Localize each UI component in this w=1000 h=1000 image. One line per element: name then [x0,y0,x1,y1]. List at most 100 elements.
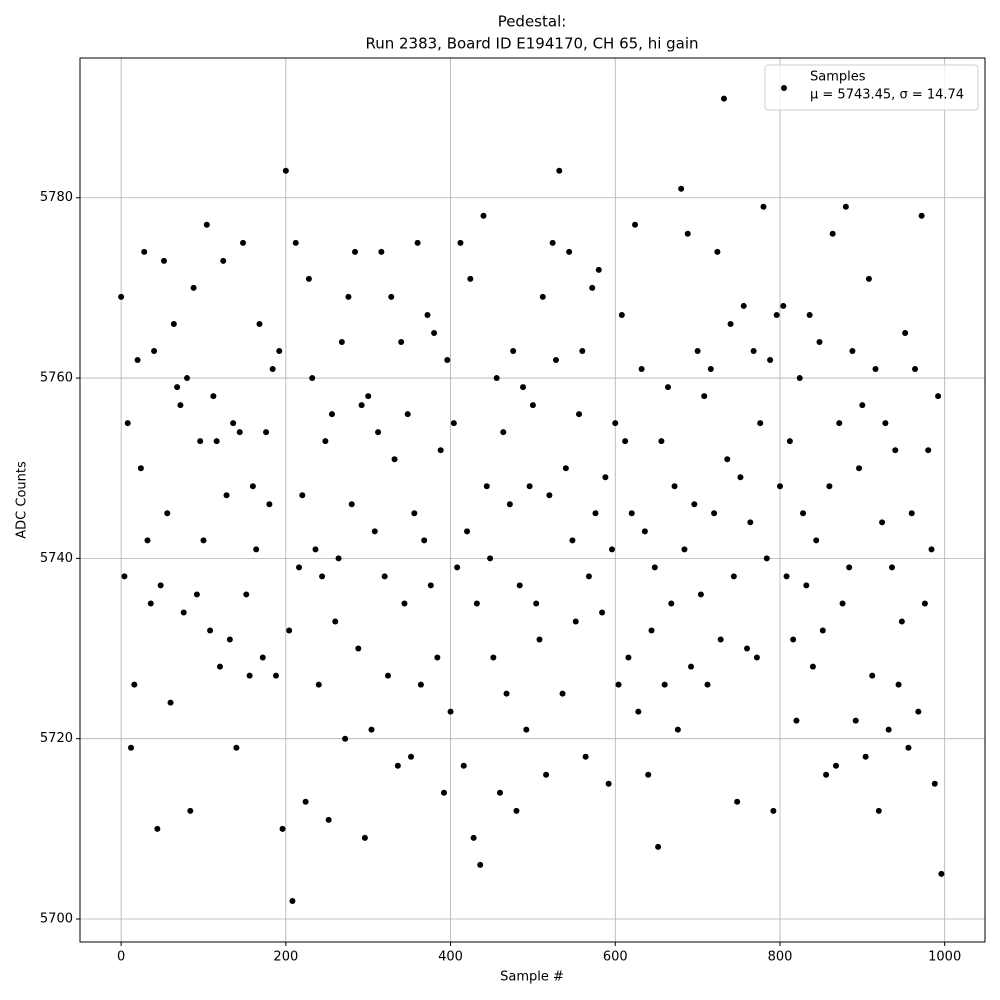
point [338,338,345,345]
point [213,438,220,445]
point [931,780,938,787]
point [118,293,125,300]
point [305,275,312,282]
point [190,284,197,291]
point [618,311,625,318]
point [928,546,935,553]
point [701,393,708,400]
point [322,438,329,445]
point [589,284,596,291]
point [187,807,194,814]
point [793,717,800,724]
point [872,366,879,373]
point [885,726,892,733]
point [829,230,836,237]
point [664,384,671,391]
point [569,537,576,544]
point [325,816,332,823]
point [272,672,279,679]
point [760,203,767,210]
y-tick-label: 5760 [40,371,73,386]
point [638,366,645,373]
point [674,726,681,733]
point [361,834,368,841]
point [348,501,355,508]
point [345,293,352,300]
point [197,438,204,445]
point [137,465,144,472]
point [572,618,579,625]
point [450,420,457,427]
point [562,465,569,472]
x-tick-label: 800 [768,950,793,965]
point [711,510,718,517]
point [401,600,408,607]
point [243,591,250,598]
point [740,302,747,309]
x-axis-label: Sample # [500,970,564,985]
point [457,239,464,246]
point [233,744,240,751]
point [480,212,487,219]
point [371,528,378,535]
point [875,807,882,814]
point [935,393,942,400]
point [391,456,398,463]
point [852,717,859,724]
point [157,582,164,589]
point [846,564,853,571]
point [757,420,764,427]
point [724,456,731,463]
point [236,429,243,436]
point [694,348,701,355]
point [141,248,148,255]
point [800,510,807,517]
point [368,726,375,733]
point [536,636,543,643]
point [602,474,609,481]
point [707,366,714,373]
point [493,375,500,382]
point [750,348,757,355]
point [131,681,138,688]
point [615,681,622,688]
point [780,302,787,309]
x-tick-label: 200 [273,950,298,965]
point [625,654,632,661]
point [266,501,273,508]
point [678,185,685,192]
point [259,654,266,661]
point [905,744,912,751]
point [806,311,813,318]
point [826,483,833,490]
legend-box [764,64,979,111]
y-tick-label: 5720 [40,731,73,746]
point [605,780,612,787]
point [184,375,191,382]
point [296,564,303,571]
point [648,627,655,634]
point [460,762,467,769]
point [299,492,306,499]
point [177,402,184,409]
point [421,537,428,544]
point [566,248,573,255]
point [717,636,724,643]
point [661,681,668,688]
point [263,429,270,436]
point [599,609,606,616]
point [352,248,359,255]
point [312,546,319,553]
point [154,825,161,832]
point [552,357,559,364]
point [641,528,648,535]
point [684,230,691,237]
point [773,311,780,318]
point [249,483,256,490]
point [526,483,533,490]
point [651,564,658,571]
point [734,798,741,805]
point [529,402,536,409]
point [240,239,247,246]
